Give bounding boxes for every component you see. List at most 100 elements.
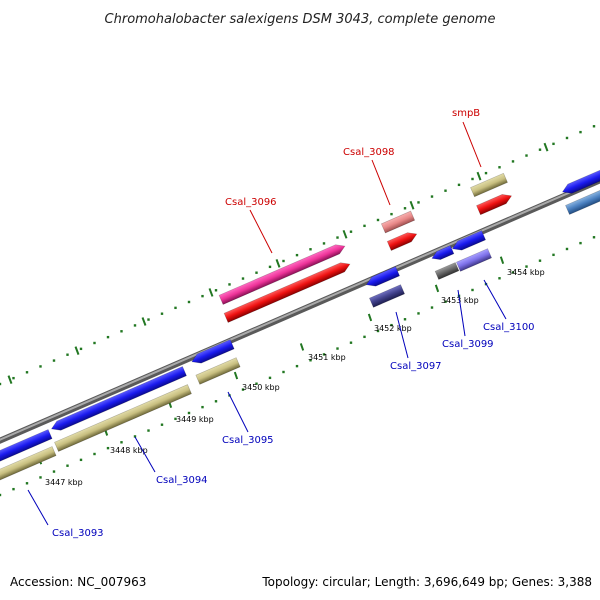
guide-dash — [141, 317, 147, 326]
guide-dot — [160, 312, 164, 315]
gene-label-smpb: smpB — [452, 108, 480, 119]
guide-dot — [376, 329, 380, 333]
gene-csal-3099 — [431, 245, 455, 260]
guide-dot — [498, 277, 501, 280]
guide-dot — [484, 171, 488, 175]
map-title: Chromohalobacter salexigens DSM 3043, co… — [105, 12, 496, 27]
guide-dot — [417, 312, 420, 315]
guide-dot — [66, 353, 69, 356]
guide-dot — [403, 318, 407, 321]
label-leaders — [27, 121, 507, 526]
scale-tick — [299, 343, 305, 351]
guide-dot — [106, 335, 110, 339]
guide-dot — [93, 341, 96, 345]
guide-dot — [322, 242, 326, 245]
guide-dot — [565, 247, 569, 251]
scale-label: 3449 kbp — [176, 415, 214, 424]
label-leader — [249, 209, 273, 254]
scale-tick — [367, 313, 373, 322]
guide-dot — [52, 359, 56, 362]
guide-dot — [255, 271, 258, 274]
scale-label: 3451 kbp — [308, 353, 346, 362]
guide-dot — [120, 330, 123, 333]
scale-label: 3452 kbp — [374, 324, 412, 333]
gene-label-csal-3096: Csal_3096 — [225, 197, 277, 208]
guide-dot — [390, 323, 393, 327]
guide-dot — [174, 306, 177, 310]
guide-dot — [525, 154, 528, 157]
guide-dot — [214, 289, 218, 292]
scale-tick — [233, 371, 239, 380]
guide-dot — [0, 493, 2, 497]
guide-dot — [241, 277, 245, 280]
gene-csal-3099-outer — [434, 262, 460, 280]
gene-csal-3095 — [191, 339, 235, 364]
label-leader — [227, 391, 249, 433]
guide-dot — [538, 259, 542, 262]
label-leader — [134, 436, 156, 473]
guide-dot — [322, 353, 326, 356]
guide-dot — [309, 248, 312, 251]
guide-dot — [471, 288, 474, 292]
scale-tick — [499, 256, 505, 265]
guide-dot — [201, 294, 204, 298]
guide-dot — [39, 365, 42, 368]
guide-dot — [0, 382, 2, 386]
guide-dot — [592, 236, 596, 239]
label-leader — [395, 311, 409, 359]
scale-label: 3450 kbp — [242, 383, 280, 392]
guide-dash — [476, 171, 482, 181]
guide-dot — [376, 218, 380, 222]
guide-dot — [66, 464, 69, 467]
gene-csal-3097 — [365, 266, 400, 287]
gene-csal-3100-outer — [456, 248, 492, 272]
guide-dot — [498, 166, 501, 169]
scale-tick — [434, 284, 440, 293]
guide-dot — [52, 470, 56, 473]
guide-dot — [579, 241, 582, 245]
gene-label-csal-3093: Csal_3093 — [52, 528, 104, 539]
scale-label: 3448 kbp — [110, 446, 148, 455]
guide-dot — [430, 306, 434, 309]
guide-dash — [7, 375, 13, 385]
guide-dot — [511, 271, 515, 274]
gene-labels: Csal_3096 Csal_3098 smpB Csal_3093 Csal_… — [52, 108, 535, 539]
guide-dot — [268, 265, 272, 269]
guide-dot — [363, 224, 366, 228]
guide-dot — [133, 435, 137, 438]
guide-dot — [457, 183, 461, 187]
guide-dot — [444, 189, 447, 192]
guide-dot — [511, 160, 515, 163]
guide-dot — [39, 476, 42, 479]
label-leader — [462, 121, 482, 168]
gene-csal-3096-outer — [218, 244, 346, 305]
gene-csal-3096 — [223, 262, 351, 323]
guide-dot — [160, 423, 164, 426]
guide-dot — [309, 359, 312, 362]
guide-dot — [147, 318, 150, 321]
guide-dot — [214, 400, 218, 403]
gene-features — [0, 163, 600, 484]
guide-dot — [525, 265, 528, 268]
gene-right-edge — [561, 163, 600, 194]
guide-dot — [268, 376, 272, 380]
scale-labels: 3447 kbp 3448 kbp 3449 kbp 3450 kbp 3451 kbp… — [45, 268, 545, 487]
guide-dot — [106, 446, 110, 450]
gene-csal-3094 — [50, 366, 187, 431]
guide-dash — [74, 346, 80, 355]
guide-dash — [208, 288, 214, 297]
guide-dot — [187, 300, 191, 304]
guide-dot — [552, 253, 555, 257]
guide-dot — [201, 405, 204, 409]
guide-dash — [342, 229, 348, 239]
guide-dot — [295, 364, 299, 368]
guide-dot — [363, 335, 366, 339]
gene-label-csal-3099: Csal_3099 — [442, 339, 494, 350]
backbone-line — [0, 177, 600, 444]
label-leader — [27, 489, 49, 526]
gene-csal-3100 — [451, 230, 486, 251]
scale-label: 3454 kbp — [507, 268, 545, 277]
gene-csal-3093-outer — [0, 446, 57, 484]
label-leader — [483, 279, 507, 320]
